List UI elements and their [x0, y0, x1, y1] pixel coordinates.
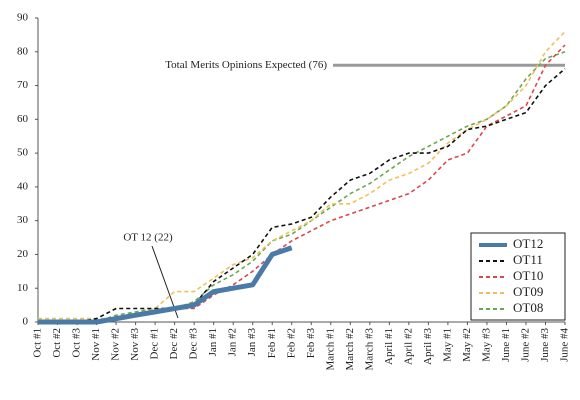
y-tick-label: 0 — [23, 316, 29, 328]
series-line — [38, 245, 293, 325]
x-tick-label: Oct #2 — [51, 328, 63, 358]
x-tick-label: Nov #2 — [110, 328, 122, 361]
y-tick-label: 40 — [17, 180, 29, 192]
y-tick-label: 90 — [17, 12, 29, 24]
annotation: OT 12 (22) — [123, 232, 173, 244]
x-tick-label: Jan #2 — [227, 328, 239, 356]
x-tick-label: June #2 — [519, 328, 531, 362]
x-tick-label: June #1 — [500, 328, 512, 362]
annotation-pointer — [151, 245, 179, 319]
x-tick-label: May #2 — [461, 328, 473, 362]
legend-label: OT10 — [513, 268, 543, 283]
series-line — [38, 44, 566, 323]
x-tick-label: Feb #1 — [266, 328, 278, 358]
x-tick-label: Jan #3 — [246, 328, 258, 357]
x-tick-label: May #1 — [441, 328, 453, 362]
x-tick-label: March #2 — [344, 328, 356, 370]
legend-label: OT09 — [513, 284, 543, 299]
y-tick-label: 60 — [17, 113, 29, 125]
x-tick-label: April #2 — [402, 328, 414, 365]
series-line — [38, 68, 566, 323]
x-tick-label: Dec #2 — [168, 328, 180, 359]
x-tick-label: Feb #2 — [285, 328, 297, 358]
legend-label: OT11 — [513, 252, 543, 267]
reference-label: Total Merits Opinions Expected (76) — [165, 59, 327, 71]
x-tick-label: Jan #1 — [207, 328, 219, 356]
y-tick-label: 30 — [17, 214, 29, 226]
x-tick-label: April #1 — [383, 328, 395, 365]
y-tick-label: 50 — [17, 147, 29, 159]
y-tick-label: 10 — [17, 282, 29, 294]
x-tick-label: Oct #3 — [71, 328, 83, 358]
x-tick-label: May #3 — [480, 328, 492, 362]
x-tick-label: Oct #1 — [32, 328, 44, 358]
y-tick-label: 80 — [17, 45, 29, 57]
y-tick-label: 70 — [17, 79, 29, 91]
x-tick-label: Feb #3 — [305, 328, 317, 359]
x-tick-label: Nov #3 — [129, 328, 141, 361]
x-tick-label: Nov #1 — [90, 328, 102, 361]
x-tick-label: Dec #1 — [149, 328, 161, 359]
y-tick-label: 20 — [17, 248, 29, 260]
x-tick-label: March #1 — [324, 328, 336, 370]
x-tick-label: March #3 — [363, 328, 375, 371]
legend-label: OT08 — [513, 300, 543, 315]
x-tick-label: Dec #3 — [188, 328, 200, 360]
legend-label: OT12 — [513, 236, 543, 251]
x-tick-label: April #3 — [422, 328, 434, 365]
x-tick-label: June #3 — [539, 328, 551, 362]
x-tick-label: June #4 — [559, 328, 571, 362]
